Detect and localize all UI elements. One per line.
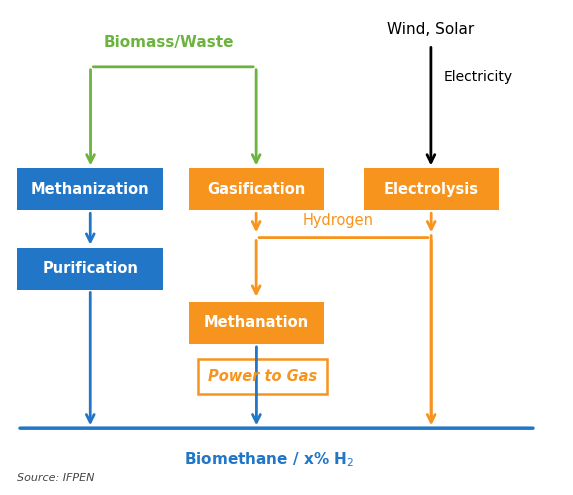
Text: Biomass/Waste: Biomass/Waste — [104, 35, 234, 50]
FancyBboxPatch shape — [189, 168, 324, 210]
Text: Source: IFPEN: Source: IFPEN — [17, 473, 95, 483]
Text: Wind, Solar: Wind, Solar — [387, 22, 474, 37]
FancyBboxPatch shape — [17, 248, 163, 290]
Text: Electrolysis: Electrolysis — [384, 182, 478, 197]
FancyBboxPatch shape — [189, 302, 324, 344]
Text: Methanization: Methanization — [31, 182, 150, 197]
Text: Power to Gas: Power to Gas — [207, 369, 317, 384]
Text: Biomethane / x% H$_2$: Biomethane / x% H$_2$ — [184, 450, 355, 469]
Text: Electricity: Electricity — [444, 70, 513, 84]
Text: Methanation: Methanation — [204, 315, 309, 331]
Text: Gasification: Gasification — [207, 182, 305, 197]
Text: Purification: Purification — [42, 261, 138, 276]
FancyBboxPatch shape — [364, 168, 499, 210]
FancyBboxPatch shape — [198, 359, 327, 394]
Text: Hydrogen: Hydrogen — [303, 213, 374, 228]
FancyBboxPatch shape — [17, 168, 163, 210]
